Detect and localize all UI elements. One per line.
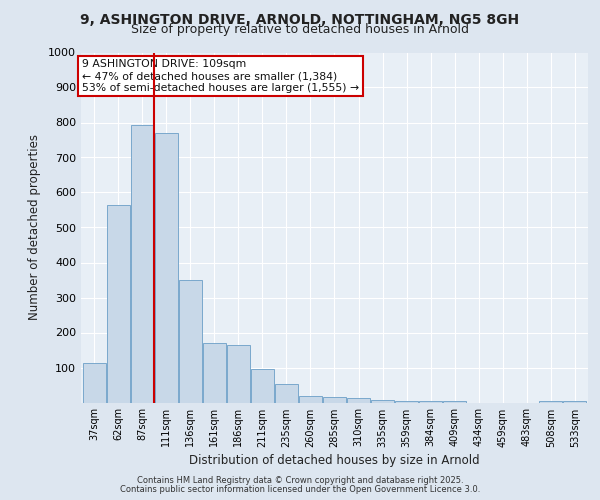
Bar bbox=[131, 125, 154, 402]
Bar bbox=[155, 133, 178, 402]
Bar bbox=[323, 397, 346, 402]
X-axis label: Distribution of detached houses by size in Arnold: Distribution of detached houses by size … bbox=[189, 454, 480, 466]
Text: Contains public sector information licensed under the Open Government Licence 3.: Contains public sector information licen… bbox=[120, 485, 480, 494]
Bar bbox=[83, 363, 106, 403]
Bar bbox=[371, 400, 394, 402]
Bar bbox=[299, 396, 322, 402]
Y-axis label: Number of detached properties: Number of detached properties bbox=[28, 134, 41, 320]
Bar bbox=[539, 401, 562, 402]
Bar bbox=[419, 401, 442, 402]
Text: Contains HM Land Registry data © Crown copyright and database right 2025.: Contains HM Land Registry data © Crown c… bbox=[137, 476, 463, 485]
Bar bbox=[251, 368, 274, 402]
Text: 9 ASHINGTON DRIVE: 109sqm
← 47% of detached houses are smaller (1,384)
53% of se: 9 ASHINGTON DRIVE: 109sqm ← 47% of detac… bbox=[82, 60, 359, 92]
Bar bbox=[227, 345, 250, 403]
Text: Size of property relative to detached houses in Arnold: Size of property relative to detached ho… bbox=[131, 24, 469, 36]
Bar bbox=[107, 206, 130, 402]
Bar bbox=[203, 343, 226, 402]
Bar bbox=[395, 401, 418, 402]
Bar bbox=[179, 280, 202, 402]
Bar bbox=[275, 384, 298, 402]
Bar bbox=[347, 398, 370, 402]
Text: 9, ASHINGTON DRIVE, ARNOLD, NOTTINGHAM, NG5 8GH: 9, ASHINGTON DRIVE, ARNOLD, NOTTINGHAM, … bbox=[80, 12, 520, 26]
